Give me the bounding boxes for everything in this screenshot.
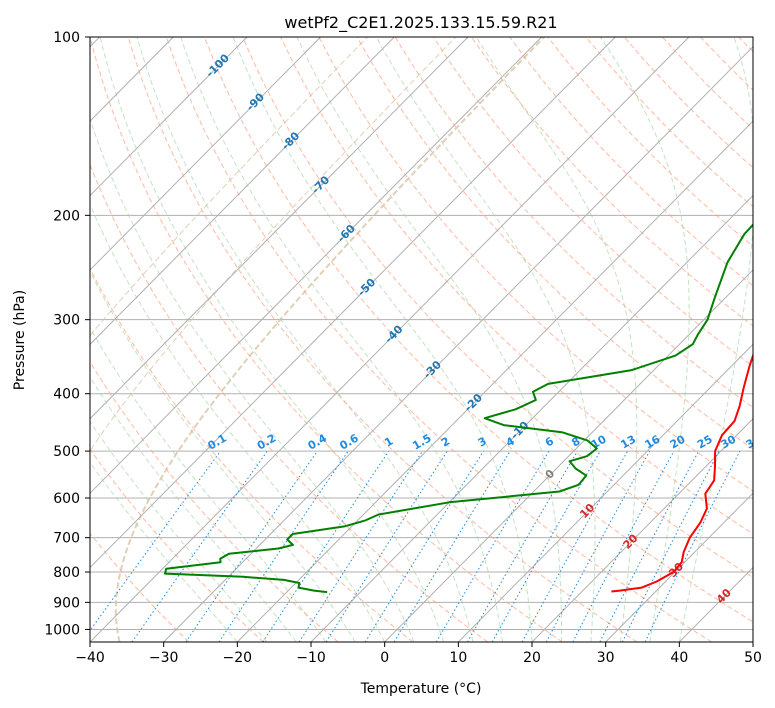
moist-adiabat [136, 37, 474, 642]
moist-adiabat [90, 117, 415, 642]
mixing-ratio-line [572, 450, 675, 642]
moist-adiabat [90, 376, 297, 642]
mixing-ratio-line [218, 450, 349, 642]
moist-adiabat [296, 37, 562, 642]
mixing-ratio-line [325, 450, 448, 642]
x-tick-label: −30 [149, 650, 179, 666]
isotherm-line [90, 37, 248, 197]
isotherm-line [90, 37, 321, 271]
isotherm-line [384, 269, 753, 642]
x-tick-label: 40 [670, 650, 688, 666]
y-tick-label: 700 [53, 531, 80, 547]
y-tick-label: 200 [53, 208, 80, 224]
y-tick-label: 500 [53, 444, 80, 460]
dry-adiabat [356, 37, 753, 450]
y-tick-label: 300 [53, 313, 80, 329]
isotherm-line [90, 37, 395, 346]
mixing-ratio-line [262, 450, 390, 642]
dry-adiabat [90, 163, 488, 642]
y-axis-label: Pressure (hPa) [12, 290, 28, 390]
y-tick-label: 1000 [44, 622, 80, 638]
moist-adiabat [375, 37, 596, 642]
isotherm-line [310, 194, 753, 642]
x-axis: −40 −30 −20 −10 0 10 20 30 40 50 [75, 642, 762, 666]
isotherm-line [457, 343, 753, 642]
dry-adiabat [90, 448, 264, 642]
y-axis: 100 200 300 400 500 600 700 800 900 1000 [44, 30, 90, 638]
mixing-ratio-line [131, 450, 268, 642]
mixing-ratio-line [364, 450, 484, 642]
x-tick-label: 30 [597, 650, 615, 666]
y-tick-label: 800 [53, 565, 80, 581]
dry-adiabat [318, 37, 753, 492]
sounding-series [164, 223, 753, 594]
isotherm-line [236, 120, 753, 642]
y-tick-label: 400 [53, 387, 80, 403]
x-tick-label: 50 [744, 650, 762, 666]
moist-adiabat [232, 37, 533, 642]
moist-adiabat [475, 37, 638, 642]
moist-adiabat [99, 37, 445, 642]
dewpoint-line [164, 223, 753, 594]
moist-adiabat [600, 37, 690, 642]
mixing-ratio-lines [90, 450, 741, 642]
moist-adiabats [90, 37, 753, 642]
mixing-ratio-line [545, 450, 651, 642]
x-tick-label: 20 [523, 650, 541, 666]
mixing-ratio-label: 36 [744, 432, 764, 451]
moist-adiabat [90, 461, 238, 642]
isotherm-line [90, 37, 616, 569]
isotherm-line [90, 37, 690, 642]
x-tick-label: −40 [75, 650, 105, 666]
mixing-ratio-line [521, 450, 629, 642]
x-tick-label: −10 [296, 650, 326, 666]
moist-adiabat [180, 37, 503, 642]
dry-adiabat [471, 37, 753, 327]
y-tick-label: 100 [53, 30, 80, 46]
mixing-ratio-line [491, 450, 601, 642]
mixing-ratio-line [298, 450, 423, 642]
outer-curve [90, 37, 368, 337]
mixing-ratio-line [90, 450, 221, 632]
x-axis-label: Temperature (°C) [360, 681, 482, 697]
dry-adiabat [165, 37, 712, 642]
y-tick-label: 900 [53, 595, 80, 611]
dry-adiabat [432, 37, 753, 368]
moist-adiabat [678, 37, 753, 642]
mixing-ratio-line [644, 450, 741, 642]
moist-adiabat [90, 326, 327, 642]
mixing-ratio-line [621, 450, 720, 642]
temperature-line [611, 352, 753, 593]
moist-adiabat [90, 203, 386, 642]
outer-curve [114, 37, 545, 642]
mixing-ratio-line [185, 450, 318, 642]
dry-adiabat [127, 37, 638, 642]
isotherm-line [90, 37, 469, 420]
isotherm-line [605, 492, 753, 642]
plot-frame [89, 36, 754, 643]
moist-adiabat [90, 420, 268, 642]
moist-adiabat [90, 270, 356, 642]
chart-title: wetPf2_C2E1.2025.133.15.59.R21 [284, 13, 557, 33]
dry-adiabat [90, 532, 190, 642]
pressure-gridlines [90, 37, 753, 630]
isotherm-lines [90, 37, 753, 642]
plot-area: -100-90-80-70-60-50-40-30-20-10010203040… [90, 37, 764, 642]
isotherm-line [163, 46, 753, 642]
dry-adiabat [203, 37, 753, 623]
isotherm-line [531, 418, 753, 642]
isotherm-line [90, 37, 542, 494]
mixing-ratio-line [393, 450, 511, 642]
dry-adiabat [90, 267, 414, 642]
x-tick-label: 10 [449, 650, 467, 666]
x-tick-label: 0 [380, 650, 389, 666]
y-tick-label: 600 [53, 491, 80, 507]
x-tick-label: −20 [223, 650, 253, 666]
